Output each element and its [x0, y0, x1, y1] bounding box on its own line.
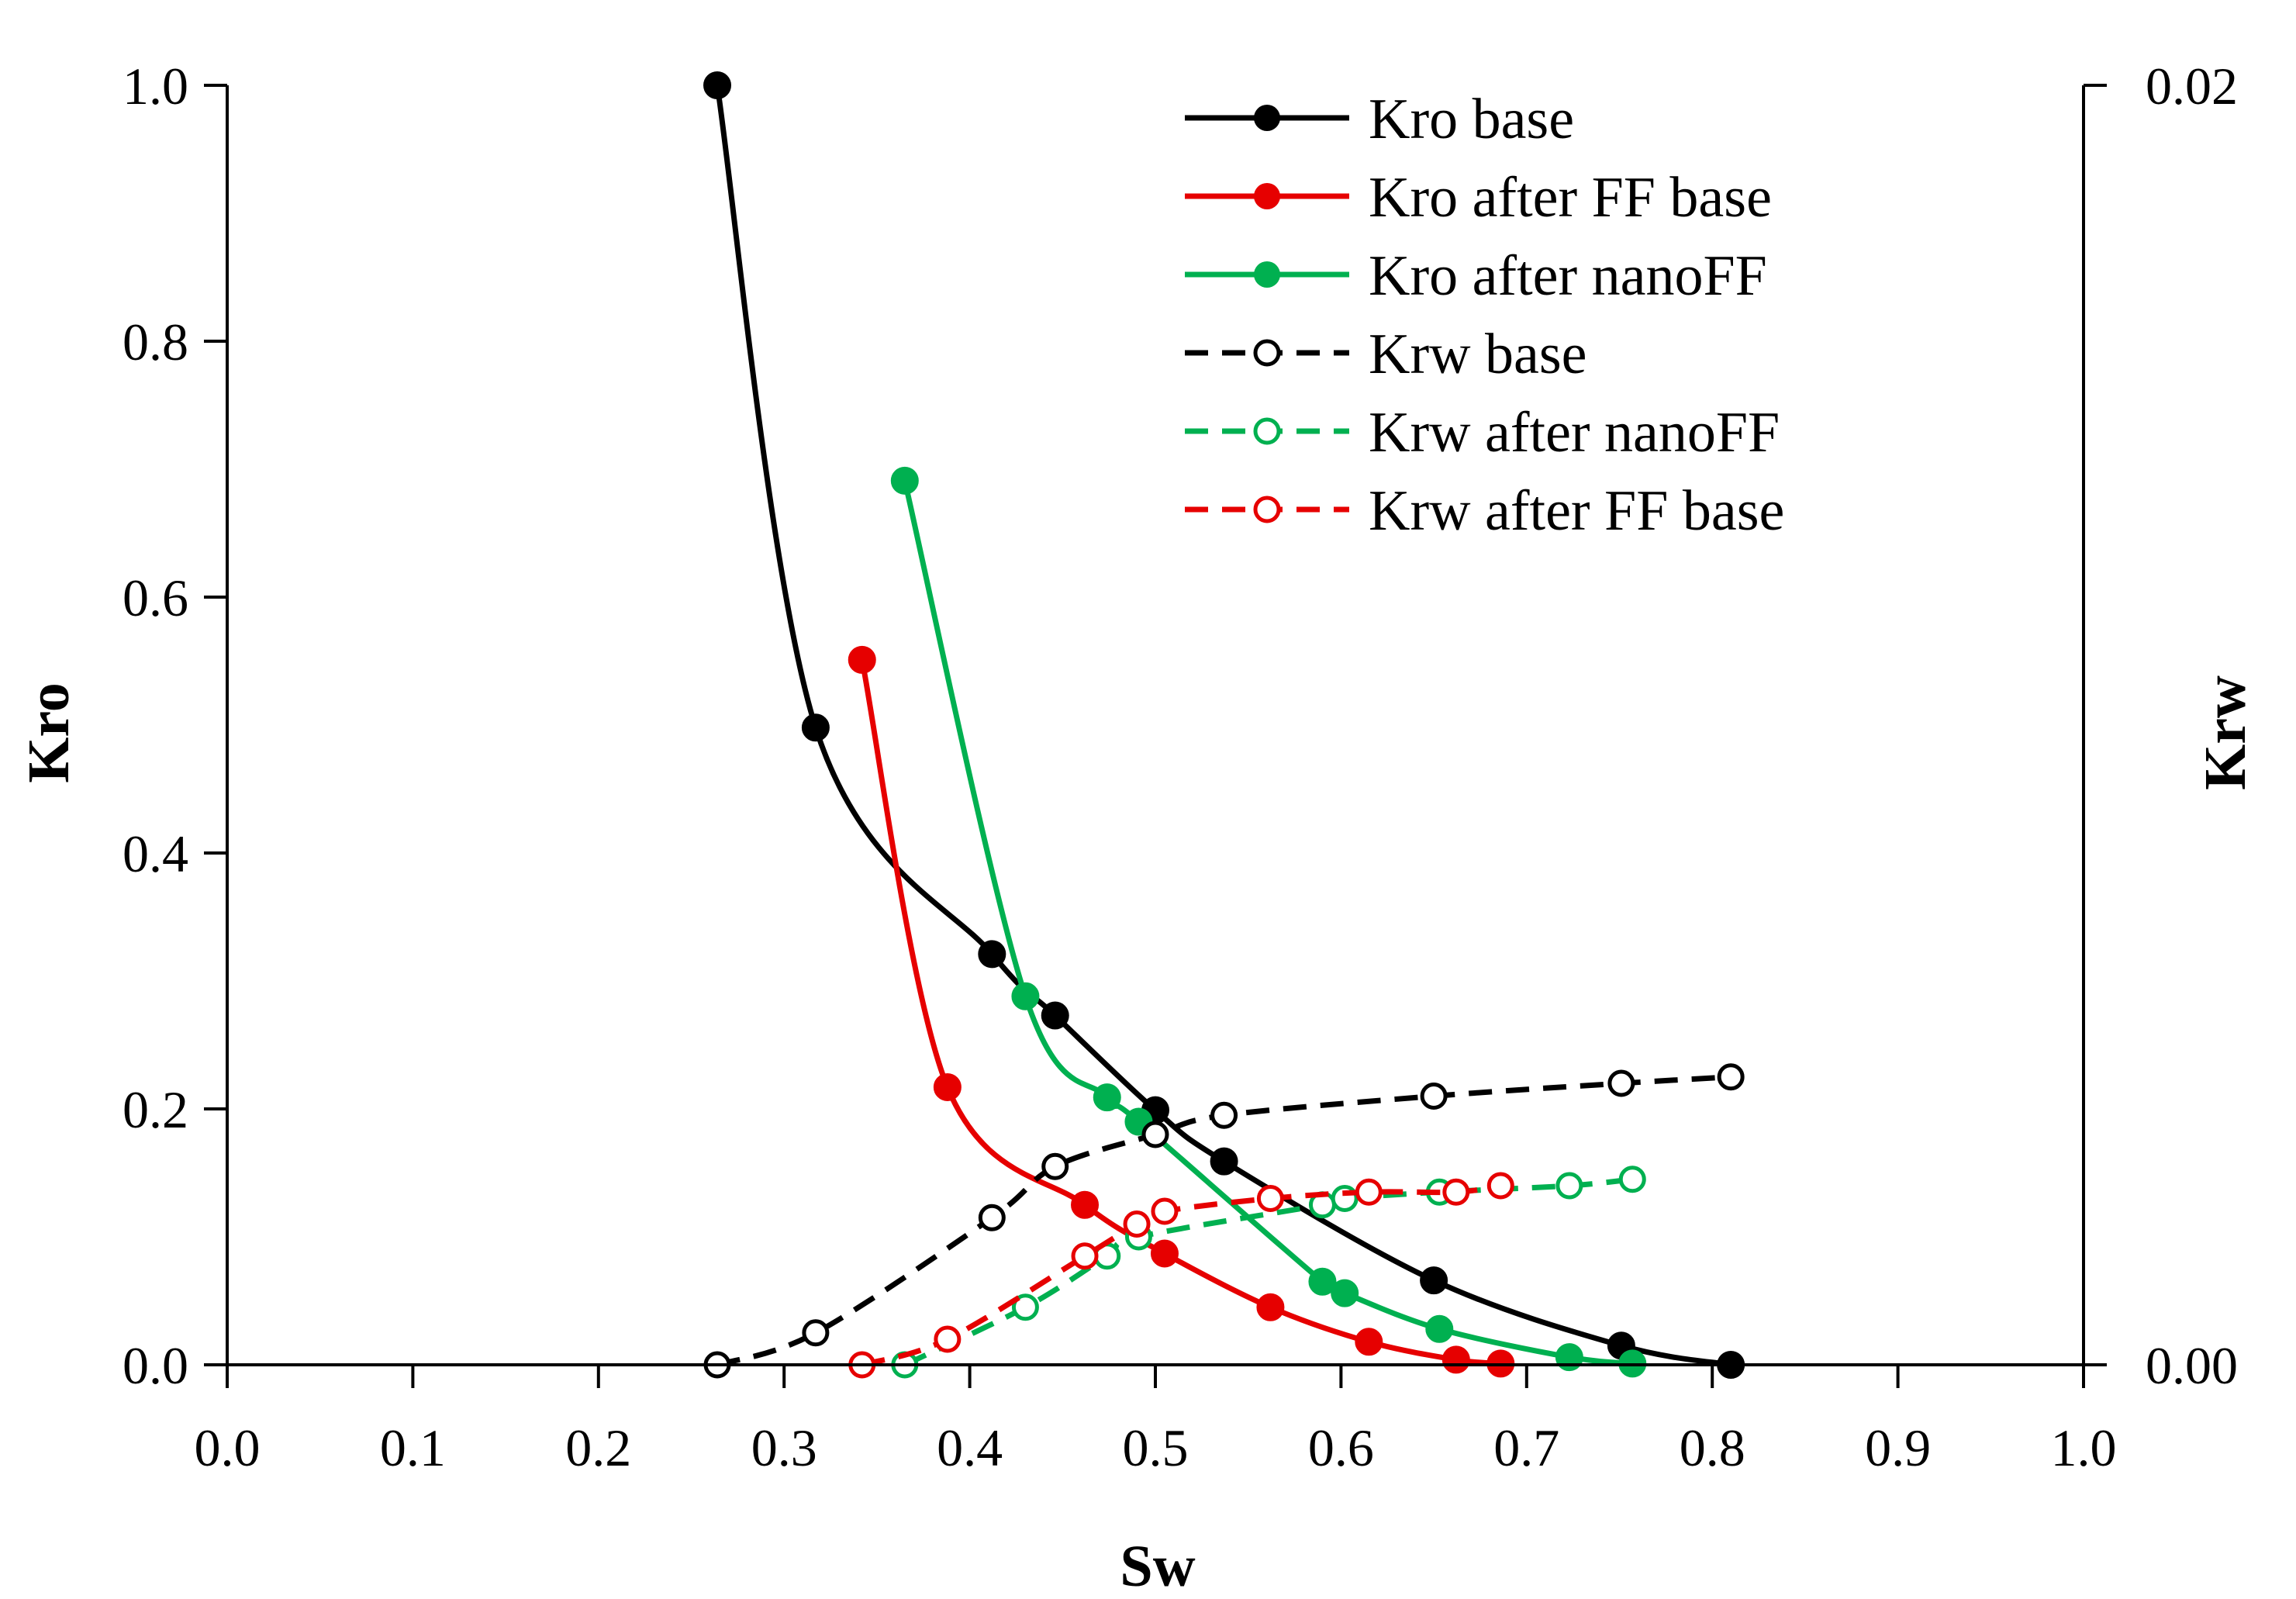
legend-label: Kro after FF base — [1369, 166, 1772, 230]
data-point — [1071, 1242, 1099, 1270]
data-point — [1555, 1172, 1583, 1200]
x-tick-label: 0.5 — [1123, 1418, 1189, 1477]
data-point — [1717, 1063, 1745, 1091]
legend-marker — [1253, 496, 1281, 523]
legend-item: Krw after nanoFF — [1185, 401, 1780, 465]
legend-marker — [1253, 417, 1281, 445]
legend-item: Kro base — [1185, 88, 1574, 151]
legend-marker — [1254, 261, 1280, 288]
y-tick-label: 1.0 — [123, 57, 188, 116]
data-point — [934, 1325, 962, 1353]
data-point — [1150, 1239, 1179, 1268]
x-tick-label: 0.6 — [1308, 1418, 1374, 1477]
legend-item: Kro after nanoFF — [1185, 244, 1767, 308]
data-point — [1420, 1266, 1448, 1295]
series-1 — [703, 71, 1745, 1379]
data-point — [1355, 1178, 1383, 1206]
data-point — [1011, 982, 1040, 1010]
data-point — [801, 713, 830, 742]
data-point — [978, 940, 1006, 969]
data-point — [1071, 1190, 1100, 1219]
data-point — [1151, 1197, 1179, 1225]
data-point — [1425, 1314, 1454, 1343]
data-point — [890, 466, 919, 495]
series-3 — [890, 466, 1647, 1378]
legend-label: Krw base — [1369, 323, 1587, 386]
data-point — [1041, 1152, 1069, 1180]
plot-series — [703, 71, 1745, 1379]
data-point — [1331, 1279, 1359, 1307]
data-point — [1041, 1001, 1069, 1030]
series-line — [859, 659, 1501, 1366]
y2-tick-label: 0.02 — [2146, 57, 2238, 116]
legend-label: Krw after nanoFF — [1369, 401, 1780, 465]
legend-label: Kro base — [1369, 88, 1574, 151]
data-point — [848, 645, 876, 674]
data-point — [1141, 1121, 1169, 1148]
legend-marker — [1253, 339, 1281, 367]
legend-marker — [1254, 105, 1280, 131]
data-point — [1093, 1083, 1121, 1112]
data-point — [1308, 1267, 1337, 1296]
y2-axis-title: Krw — [2193, 675, 2258, 790]
data-point — [978, 1204, 1006, 1231]
x-tick-label: 0.2 — [565, 1418, 631, 1477]
data-point — [1486, 1172, 1514, 1200]
legend-item: Kro after FF base — [1185, 166, 1772, 230]
y-tick-label: 0.2 — [123, 1080, 188, 1139]
x-tick-label: 0.9 — [1865, 1418, 1931, 1477]
y2-tick-label: 0.00 — [2146, 1336, 2238, 1395]
x-tick-label: 0.0 — [195, 1418, 261, 1477]
data-point — [1420, 1083, 1448, 1110]
data-point — [1442, 1178, 1470, 1206]
data-point — [1210, 1147, 1238, 1176]
x-tick-label: 0.3 — [751, 1418, 817, 1477]
x-tick-label: 0.8 — [1680, 1418, 1745, 1477]
legend-item: Krw after FF base — [1185, 479, 1784, 543]
y-tick-label: 0.4 — [123, 824, 188, 883]
legend-label: Krw after FF base — [1369, 479, 1784, 543]
data-point — [1256, 1185, 1284, 1212]
data-point — [1355, 1328, 1383, 1356]
axes: 0.0 0.1 0.2 0.3 0.4 0.5 0.6 0.7 0.8 0.9 1.0 0.0 0.2 0… — [123, 57, 2238, 1477]
data-point — [703, 71, 732, 99]
y-tick-label: 0.8 — [123, 313, 188, 371]
y-axis-title: Kro — [16, 682, 81, 782]
legend-item: Krw base — [1185, 323, 1587, 386]
data-point — [933, 1072, 962, 1101]
x-tick-label: 1.0 — [2051, 1418, 2117, 1477]
legend: Kro base Kro after FF base Kro after nanoF… — [1185, 88, 1784, 543]
data-point — [1123, 1210, 1151, 1238]
data-point — [1210, 1101, 1238, 1129]
data-point — [1618, 1166, 1646, 1193]
data-point — [1607, 1069, 1635, 1097]
series-line — [714, 85, 1731, 1368]
y-tick-label: 0.0 — [123, 1336, 188, 1395]
y-tick-label: 0.6 — [123, 568, 188, 627]
series-line — [716, 1074, 1731, 1368]
series-line — [902, 480, 1633, 1366]
data-point — [1256, 1293, 1285, 1321]
x-tick-label: 0.7 — [1493, 1418, 1559, 1477]
legend-marker — [1254, 183, 1280, 209]
series-2 — [848, 645, 1515, 1378]
series-6 — [848, 1172, 1514, 1379]
x-tick-label: 0.1 — [380, 1418, 446, 1477]
data-point — [802, 1319, 830, 1347]
legend-label: Kro after nanoFF — [1369, 244, 1767, 308]
x-axis-title: Sw — [1120, 1534, 1195, 1599]
x-tick-label: 0.4 — [937, 1418, 1003, 1477]
data-point — [1011, 1293, 1039, 1321]
data-point — [1441, 1345, 1470, 1374]
